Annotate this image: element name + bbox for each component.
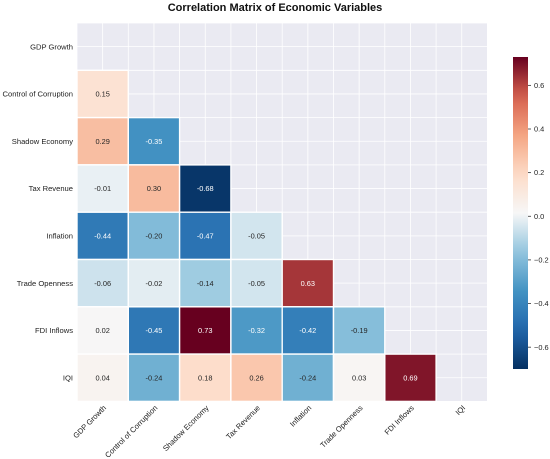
cell-value-label: 0.15 [95,90,109,99]
cell-value-label: -0.05 [248,279,265,288]
heatmap-cells: 0.15 0.29 -0.35 -0.01 0.30 -0.68 -0.44 -0.20 -0.… [76,69,437,403]
cell-value-label: -0.42 [299,326,316,335]
cell-value-label: -0.20 [146,231,163,240]
cell-value-label: -0.06 [94,279,111,288]
cell-value-label: 0.18 [198,373,212,382]
cell-value-label: 0.02 [95,326,109,335]
cell-iqi-inflation [281,353,335,403]
cell-value-label: 0.69 [403,373,417,382]
x-tick-label-control-of-corruption: Control of Corruption [103,403,159,459]
cell-control-of-corruption-gdp-growth [76,69,129,119]
cell-value-label: -0.01 [94,184,111,193]
colorbar-tick-label: 0.4 [534,125,544,134]
cell-value-label: 0.26 [249,373,263,382]
cell-iqi-fdi-inflows [384,353,437,403]
colorbar: 0.6 0.4 0.2 0.0 −0.2 −0.4 −0.6 [513,57,549,369]
x-tick-label-gdp-growth: GDP Growth [71,403,108,440]
x-tick-label-iqi: IQI [454,403,468,417]
cell-value-label: -0.05 [248,231,265,240]
cell-value-label: 0.04 [95,373,109,382]
cell-trade-openness-shadow-economy [178,258,232,308]
cell-value-label: 0.03 [352,373,366,382]
cell-inflation-gdp-growth [76,211,129,261]
colorbar-tick-label: −0.6 [534,343,549,352]
cell-value-label: -0.68 [197,184,214,193]
x-tick-label-fdi-inflows: FDI Inflows [383,403,416,436]
x-tick-label-shadow-economy: Shadow Economy [161,403,211,453]
cell-iqi-trade-openness [332,353,386,403]
x-tick-label-tax-revenue: Tax Revenue [224,403,262,441]
cell-tax-revenue-gdp-growth [76,164,129,213]
y-tick-label-shadow-economy: Shadow Economy [12,137,73,146]
chart-title: Correlation Matrix of Economic Variables [168,2,383,14]
cell-value-label: 0.29 [95,137,109,146]
cell-value-label: 0.63 [301,279,315,288]
cell-value-label: -0.45 [146,326,163,335]
cell-value-label: -0.47 [197,231,214,240]
colorbar-tick-label: 0.6 [534,81,544,90]
y-tick-label-gdp-growth: GDP Growth [30,42,73,51]
cell-value-label: -0.35 [146,137,163,146]
cell-value-label: -0.24 [299,373,316,382]
cell-trade-openness-inflation [281,258,335,308]
colorbar-tick-label: −0.4 [534,299,549,308]
y-tick-label-fdi-inflows: FDI Inflows [35,326,73,335]
colorbar-tick-label: −0.2 [534,256,549,265]
colorbar-tick-label: 0.0 [534,212,544,221]
cell-value-label: -0.24 [146,373,163,382]
cell-fdi-inflows-tax-revenue [230,306,283,355]
cell-fdi-inflows-trade-openness [332,306,386,355]
cell-value-label: 0.30 [147,184,161,193]
cell-value-label: -0.02 [146,279,163,288]
cell-inflation-control-of-corruption [127,211,181,261]
y-tick-label-trade-openness: Trade Openness [17,279,73,288]
y-tick-label-iqi: IQI [63,373,73,382]
cell-trade-openness-tax-revenue [230,258,283,308]
cell-tax-revenue-shadow-economy [178,164,232,213]
cell-value-label: -0.32 [248,326,265,335]
cell-fdi-inflows-control-of-corruption [127,306,181,355]
y-tick-label-inflation: Inflation [46,231,73,240]
colorbar-tick-label: 0.2 [534,168,544,177]
cell-value-label: 0.73 [198,326,212,335]
y-axis-labels: GDP Growth Control of Corruption Shadow Ec… [3,42,74,382]
cell-trade-openness-gdp-growth [76,258,129,308]
cell-inflation-tax-revenue [230,211,283,261]
y-tick-label-control-of-corruption: Control of Corruption [3,90,74,99]
x-tick-label-inflation: Inflation [288,403,313,428]
cell-value-label: -0.19 [351,326,368,335]
cell-value-label: -0.14 [197,279,214,288]
cell-fdi-inflows-gdp-growth [76,306,129,355]
y-tick-label-tax-revenue: Tax Revenue [29,184,73,193]
x-tick-label-trade-openness: Trade Openness [318,403,364,449]
cell-value-label: -0.44 [94,231,111,240]
cell-fdi-inflows-shadow-economy [178,306,232,355]
colorbar-bar [513,57,528,369]
